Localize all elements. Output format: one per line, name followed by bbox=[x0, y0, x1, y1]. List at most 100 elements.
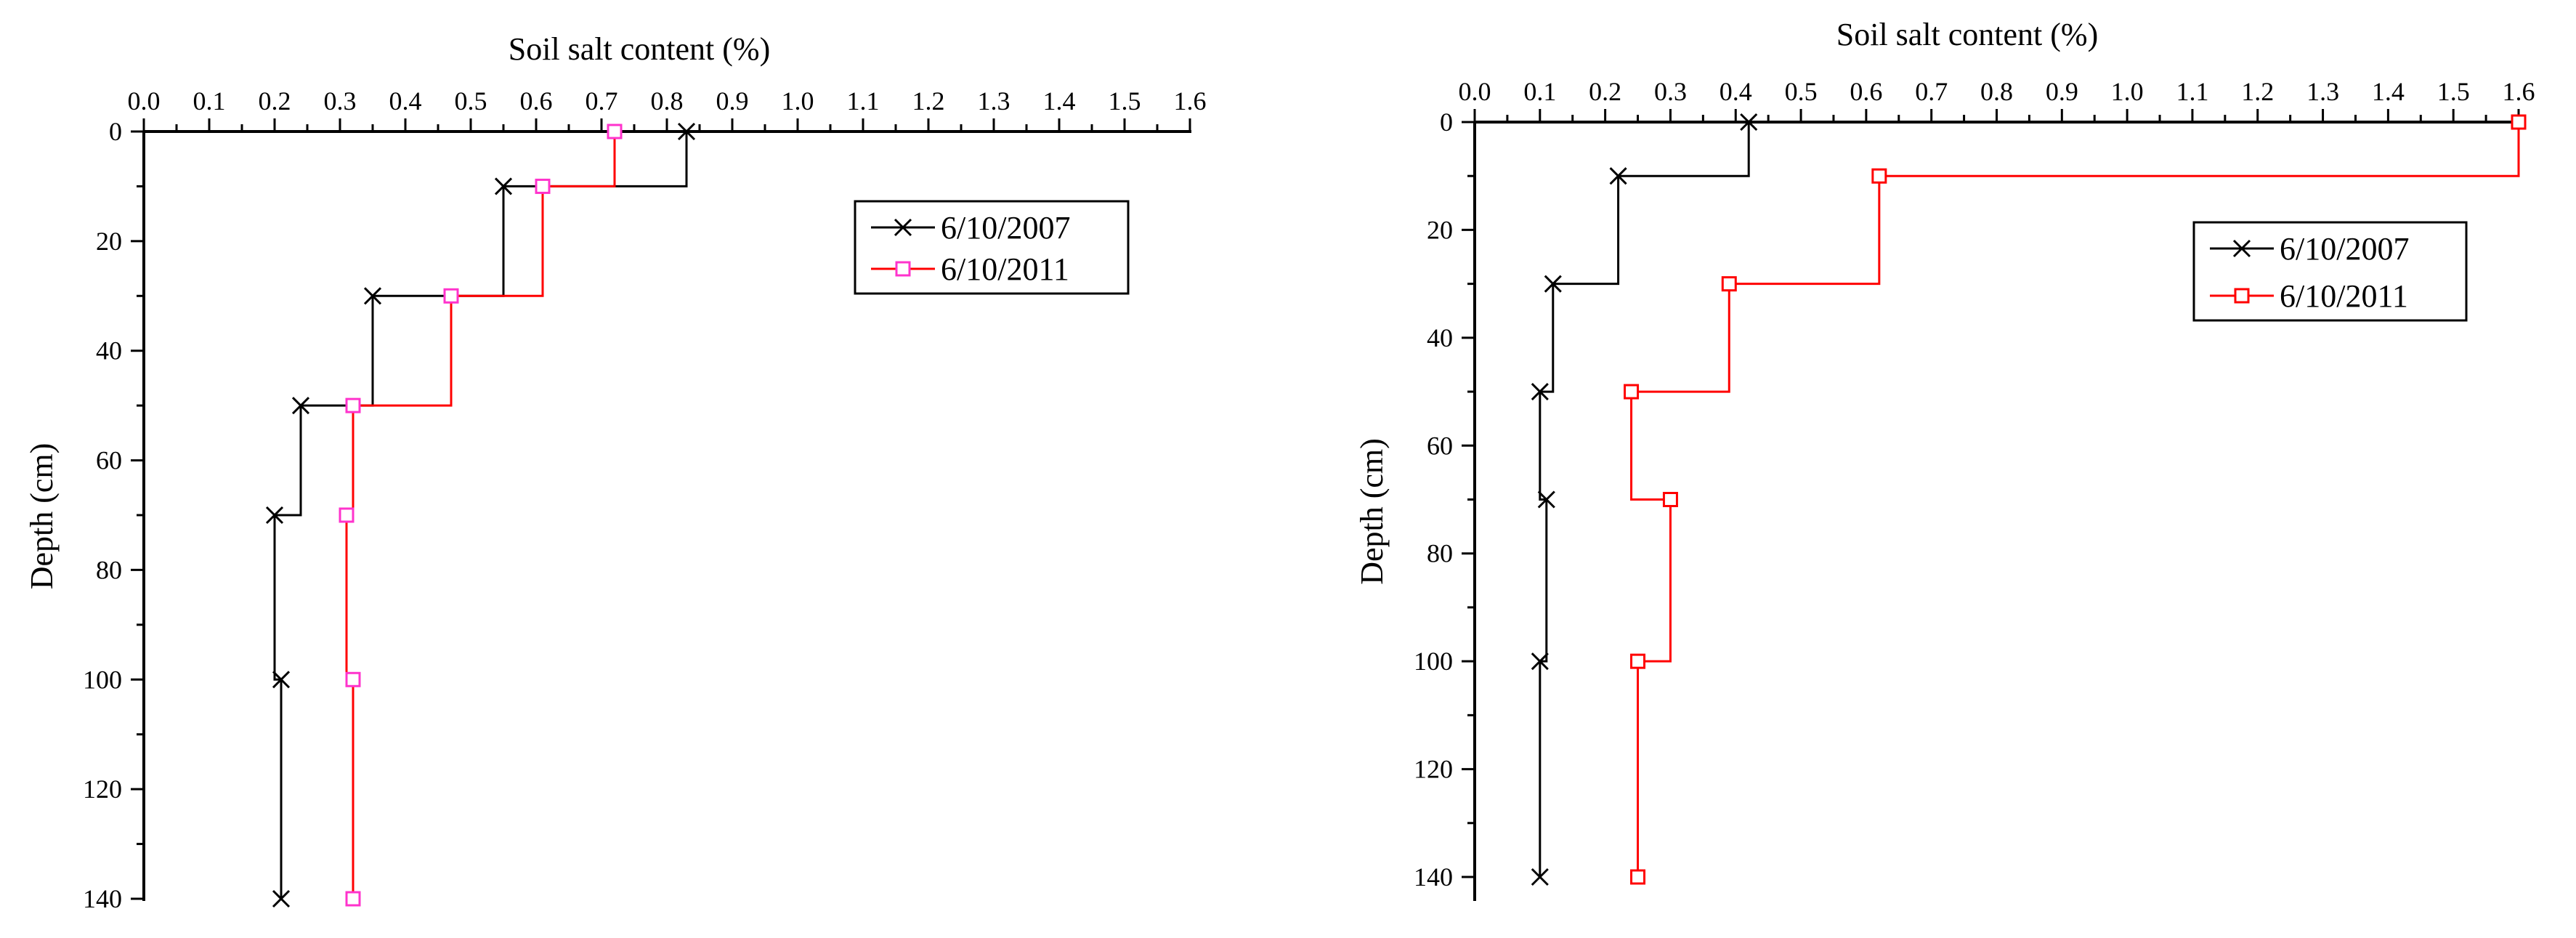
x-tick-label: 0.9 bbox=[716, 86, 749, 116]
y-tick-label: 60 bbox=[96, 446, 122, 475]
data-point-square-marker bbox=[345, 891, 361, 907]
series-2 bbox=[1624, 114, 2527, 885]
legend-x-marker bbox=[894, 218, 912, 237]
series-line bbox=[1539, 122, 1750, 877]
x-tick-label: 0.9 bbox=[2046, 77, 2078, 106]
data-point-x-marker bbox=[1531, 652, 1549, 671]
data-point-square-marker bbox=[2511, 114, 2527, 130]
data-point-square-marker bbox=[339, 507, 355, 523]
x-tick-label: 0.8 bbox=[1980, 77, 2013, 106]
x-tick-label: 1.3 bbox=[2306, 77, 2339, 106]
data-point-square-marker bbox=[345, 671, 361, 687]
x-tick-label: 1.6 bbox=[2503, 77, 2535, 106]
x-tick-label: 0.6 bbox=[520, 86, 553, 116]
legend: 6/10/2007 6/10/2011 bbox=[2192, 221, 2468, 322]
y-tick-label: 120 bbox=[1414, 755, 1453, 784]
chart-panel-2: 0.0 0.1 0.2 0.3 0.4 0.5 0.6 0.7 0.8 0.9 1.0 1.1 1.2 1… bbox=[1354, 17, 2535, 901]
data-point-x-marker bbox=[677, 122, 696, 141]
x-tick-label: 0.3 bbox=[324, 86, 357, 116]
data-point-square-marker bbox=[1630, 869, 1646, 885]
x-tick-label: 0.5 bbox=[1785, 77, 1818, 106]
x-tick-label: 1.5 bbox=[2437, 77, 2470, 106]
x-tick-label: 0.8 bbox=[651, 86, 684, 116]
x-axis-title: Soil salt content (%) bbox=[1836, 17, 2099, 52]
x-tick-label: 0.7 bbox=[1915, 77, 1948, 106]
data-point-x-marker bbox=[291, 397, 310, 415]
data-point-square-marker bbox=[1871, 168, 1887, 184]
data-point-x-marker bbox=[272, 671, 291, 689]
x-tick-label: 1.1 bbox=[847, 86, 880, 116]
y-axis-title: Depth (cm) bbox=[1354, 438, 1390, 585]
data-point-x-marker bbox=[1531, 383, 1549, 401]
x-tick-label: 0.4 bbox=[1720, 77, 1752, 106]
y-tick-label: 120 bbox=[83, 775, 122, 804]
data-point-x-marker bbox=[265, 506, 284, 525]
x-tick-label: 0.6 bbox=[1850, 77, 1882, 106]
series-1 bbox=[1531, 113, 1758, 886]
legend-box bbox=[2192, 221, 2468, 322]
data-point-x-marker bbox=[272, 889, 291, 908]
series-2 bbox=[339, 124, 623, 907]
x-tick-label: 0.4 bbox=[389, 86, 422, 116]
y-tick-label: 140 bbox=[1414, 862, 1453, 891]
y-tick-label: 40 bbox=[96, 336, 122, 365]
y-tick-label: 60 bbox=[1427, 431, 1453, 460]
x-tick-label: 1.6 bbox=[1174, 86, 1207, 116]
data-point-square-marker bbox=[345, 397, 361, 413]
x-tick-label: 0.0 bbox=[1459, 77, 1491, 106]
x-tick-label: 1.4 bbox=[1043, 86, 1076, 116]
y-tick-label: 40 bbox=[1427, 323, 1453, 352]
y-tick-label: 0 bbox=[1440, 108, 1453, 137]
x-tick-label: 0.5 bbox=[455, 86, 487, 116]
x-tick-label: 0.1 bbox=[193, 86, 226, 116]
y-tick-label: 80 bbox=[1427, 539, 1453, 568]
data-point-square-marker bbox=[1662, 492, 1678, 507]
legend-label: 6/10/2007 bbox=[941, 210, 1070, 246]
data-point-square-marker bbox=[607, 124, 623, 140]
legend-square-marker bbox=[895, 261, 911, 277]
series-line bbox=[345, 132, 616, 899]
x-tick-label: 1.3 bbox=[978, 86, 1010, 116]
y-tick-label: 100 bbox=[1414, 647, 1453, 676]
data-point-x-marker bbox=[1609, 167, 1627, 185]
data-point-x-marker bbox=[494, 177, 513, 195]
chart-panel-1: 0.0 0.1 0.2 0.3 0.4 0.5 0.6 0.7 0.8 0.9 1.0 1.1 1.2 1… bbox=[24, 31, 1207, 913]
data-point-square-marker bbox=[1624, 384, 1640, 400]
series-line bbox=[273, 132, 688, 899]
y-tick-label: 80 bbox=[96, 555, 122, 584]
data-point-x-marker bbox=[1740, 113, 1758, 132]
y-tick-label: 140 bbox=[83, 884, 122, 913]
y-tick-label: 20 bbox=[1427, 215, 1453, 244]
data-point-square-marker bbox=[535, 178, 551, 194]
data-point-x-marker bbox=[363, 287, 382, 305]
series-1 bbox=[265, 122, 696, 908]
data-point-square-marker bbox=[443, 288, 459, 304]
legend-label: 6/10/2007 bbox=[2280, 231, 2409, 267]
x-tick-label: 0.7 bbox=[586, 86, 618, 116]
data-point-x-marker bbox=[1537, 490, 1555, 509]
x-tick-label: 0.2 bbox=[259, 86, 291, 116]
data-point-square-marker bbox=[1630, 653, 1646, 669]
x-tick-label: 1.2 bbox=[912, 86, 945, 116]
x-tick-label: 1.2 bbox=[2241, 77, 2274, 106]
x-tick-label: 0.2 bbox=[1589, 77, 1621, 106]
x-axis-title: Soil salt content (%) bbox=[509, 31, 771, 67]
data-point-x-marker bbox=[1544, 275, 1562, 293]
y-tick-label: 20 bbox=[96, 227, 122, 256]
x-tick-label: 0.0 bbox=[128, 86, 161, 116]
legend-box bbox=[854, 200, 1130, 295]
legend: 6/10/2007 6/10/2011 bbox=[854, 200, 1130, 295]
legend-label: 6/10/2011 bbox=[2280, 278, 2408, 314]
y-tick-label: 0 bbox=[109, 117, 122, 146]
x-tick-label: 0.1 bbox=[1523, 77, 1556, 106]
legend-square-marker bbox=[2234, 288, 2250, 304]
data-point-square-marker bbox=[1721, 276, 1737, 292]
y-axis-title: Depth (cm) bbox=[24, 443, 60, 590]
legend-x-marker bbox=[2232, 239, 2251, 258]
x-tick-label: 1.0 bbox=[2111, 77, 2144, 106]
x-tick-label: 1.0 bbox=[782, 86, 814, 116]
series-line bbox=[1630, 122, 2520, 877]
x-tick-label: 1.5 bbox=[1109, 86, 1141, 116]
data-point-x-marker bbox=[1531, 868, 1549, 886]
